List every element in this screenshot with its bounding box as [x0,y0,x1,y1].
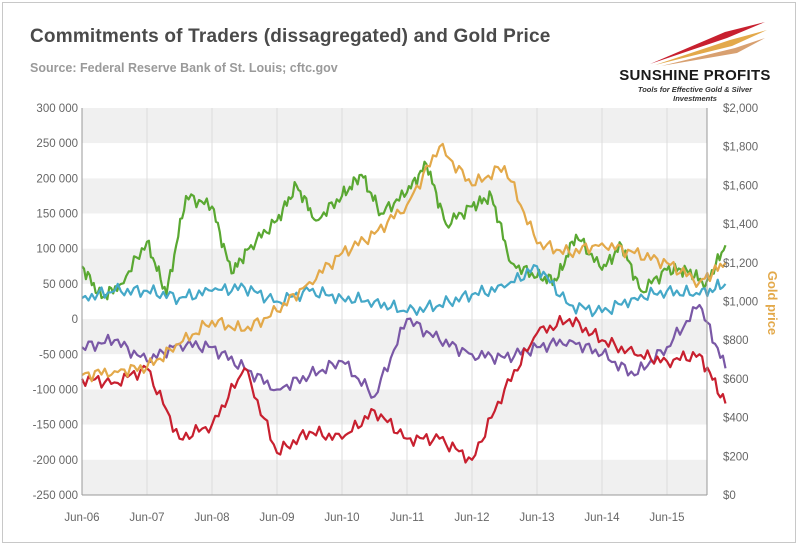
series-line [81,264,727,318]
axes [81,108,708,496]
left-axis-ticks: -250 000 -200 000 -150 000 -100 000 -50 000 0… [33,103,78,502]
x-tick-label: Jun-09 [259,512,294,524]
series-line [81,314,727,464]
logo-tagline: Tools for Effective Gold & Silver Invest… [637,85,753,103]
right-y-tick-label: $1,000 [723,297,758,309]
right-y-tick-label: $1,200 [723,258,758,270]
x-axis-ticks: Jun-06 Jun-07 Jun-08 Jun-09 Jun-10 Jun-11 Jun-… [64,512,684,524]
left-y-tick-label: -250 000 [33,490,78,502]
chart-title: Commitments of Traders (dissagregated) a… [30,26,551,47]
left-y-tick-label: 300 000 [36,103,78,115]
right-y-tick-label: $1,800 [723,142,758,154]
left-y-tick-label: -50 000 [39,349,78,361]
x-tick-label: Jun-10 [324,512,359,524]
series-lines [81,142,727,464]
background-band [82,389,707,425]
series-line [81,303,727,399]
background-band [82,108,707,144]
x-tick-label: Jun-07 [129,512,164,524]
right-y-tick-label: $0 [723,490,736,502]
plot-background-bands [82,108,707,495]
x-gridlines [81,108,668,495]
x-tick-label: Jun-11 [390,512,424,524]
background-band [82,459,707,495]
chart-subtitle: Source: Federal Reserve Bank of St. Loui… [30,61,338,75]
right-y-tick-label: $1,600 [723,180,758,192]
logo-name: SUNSHINE PROFITS [619,67,771,84]
x-tick-label: Jun-15 [649,512,684,524]
x-tick-label: Jun-06 [64,512,99,524]
x-tick-label: Jun-12 [454,512,489,524]
left-y-tick-label: 0 [72,314,78,326]
x-tick-label: Jun-13 [519,512,554,524]
left-y-tick-label: 250 000 [36,138,78,150]
right-y-tick-label: $200 [723,451,749,463]
right-axis-ticks: $0 $200 $400 $600 $800 $1,000 $1,200 $1,400 $1,6… [723,103,758,502]
left-y-tick-label: -100 000 [33,384,78,396]
x-tick-label: Jun-14 [584,512,620,524]
series-line [81,142,727,383]
background-band [82,178,707,214]
logo-swoosh-icon [650,22,767,66]
right-axis-label: Gold price [765,271,780,335]
background-band [82,354,707,390]
right-y-tick-label: $2,000 [723,103,758,115]
left-y-tick-label: -150 000 [33,420,78,432]
right-y-tick-label: $1,400 [723,219,758,231]
right-y-tick-label: $400 [723,413,749,425]
background-band [82,143,707,179]
left-y-tick-label: 200 000 [36,173,78,185]
x-tick-label: Jun-08 [194,512,229,524]
right-y-tick-label: $600 [723,374,749,386]
left-y-tick-label: -200 000 [33,455,78,467]
sunshine-profits-logo: SUNSHINE PROFITS Tools for Effective Gol… [615,18,785,103]
left-y-tick-label: 150 000 [36,209,78,221]
right-y-tick-label: $800 [723,335,749,347]
left-y-tick-label: 50 000 [43,279,78,291]
left-y-tick-label: 100 000 [36,244,78,256]
